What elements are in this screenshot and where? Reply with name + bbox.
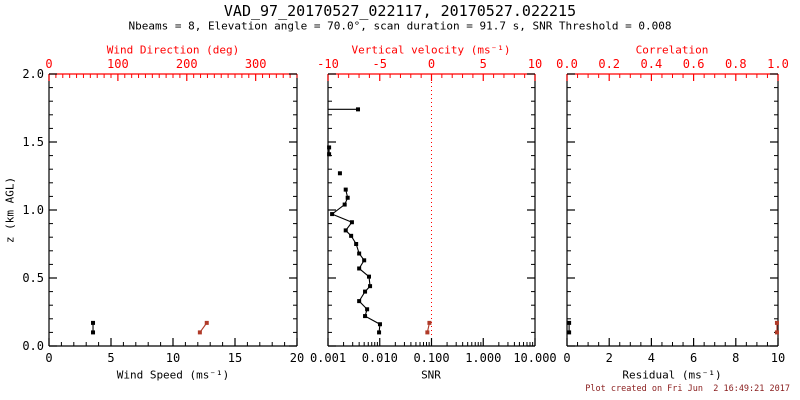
tick-label-bottom: 4 — [648, 351, 655, 365]
tick-label-top: 0.4 — [641, 57, 663, 71]
series-wind-speed — [91, 320, 96, 335]
data-point — [345, 195, 350, 200]
data-point — [377, 330, 382, 335]
panel-snr: 0.001 0.010 0.100 1.000 10.000 -10 -5 0 5 10 — [310, 57, 557, 365]
tick-label-y: 1.5 — [22, 135, 44, 149]
tick-label-bottom: 0.010 — [362, 351, 398, 365]
axis-label-wind-speed: Wind Speed (ms⁻¹) — [116, 368, 230, 382]
data-point — [343, 228, 348, 233]
tick-label-top: 300 — [245, 57, 267, 71]
tick-label-y: 2.0 — [22, 67, 44, 81]
axis-label-wind-direction: Wind Direction (deg) — [106, 43, 240, 57]
data-point — [354, 242, 359, 246]
data-point — [427, 320, 432, 325]
data-point — [567, 330, 572, 335]
tick-label-bottom: 0.100 — [413, 351, 449, 365]
tick-label-top: -5 — [373, 57, 387, 71]
tick-label-bottom: 0 — [563, 351, 570, 365]
series-wind-direction — [197, 320, 209, 335]
data-point — [204, 320, 209, 325]
data-point — [349, 233, 354, 238]
data-point — [343, 187, 348, 192]
tick-label-bottom: 10.000 — [513, 351, 556, 365]
tick-label-bottom: 0 — [45, 351, 52, 365]
data-point — [357, 251, 362, 256]
data-point — [349, 220, 354, 225]
data-point — [377, 322, 382, 327]
data-point — [91, 320, 96, 325]
data-point — [425, 330, 430, 335]
data-point — [357, 299, 362, 304]
data-point — [327, 145, 332, 150]
data-point — [567, 320, 572, 325]
tick-label-top: -10 — [317, 57, 339, 71]
panel-residual: 0 2 4 6 8 10 0.0 0.2 0.4 0.6 0.8 1.0 — [556, 57, 789, 365]
data-point — [337, 171, 342, 176]
tick-label-y: 0.5 — [22, 271, 44, 285]
axis-label-correlation: Correlation — [635, 43, 709, 57]
tick-label-bottom: 20 — [290, 351, 304, 365]
data-point — [327, 152, 332, 157]
tick-label-top: 10 — [528, 57, 542, 71]
data-point — [363, 314, 368, 319]
tick-label-bottom: 1.000 — [465, 351, 501, 365]
axis-label-height: z (km AGL) — [3, 176, 17, 244]
series-snr-isolated-point — [337, 171, 342, 176]
data-point — [197, 330, 202, 335]
tick-label-top: 100 — [107, 57, 129, 71]
plot-created-note: Plot created on Fri Jun 2 16:49:21 2017 — [585, 384, 790, 394]
tick-label-bottom: 15 — [228, 351, 242, 365]
tick-label-bottom: 0.001 — [310, 351, 346, 365]
tick-label-bottom: 8 — [732, 351, 739, 365]
page-title: VAD_97_20170527_022117, 20170527.022215 — [223, 2, 577, 20]
data-point — [363, 289, 368, 294]
tick-label-top: 0.0 — [556, 57, 578, 71]
data-point — [91, 330, 96, 335]
data-point — [365, 307, 370, 312]
axis-label-vertical-velocity: Vertical velocity (ms⁻¹) — [351, 43, 511, 57]
tick-label-top: 0 — [45, 57, 52, 71]
tick-label-top: 200 — [176, 57, 198, 71]
data-point — [356, 107, 361, 112]
data-point — [367, 274, 372, 279]
tick-label-top: 5 — [480, 57, 487, 71]
data-point — [362, 258, 367, 263]
tick-label-top: 0 — [428, 57, 435, 71]
data-point — [368, 284, 373, 289]
series-vertical-velocity — [425, 320, 432, 335]
data-point — [342, 202, 347, 207]
tick-label-bottom: 6 — [690, 351, 697, 365]
series-residual — [567, 320, 572, 335]
tick-label-bottom: 10 — [166, 351, 180, 365]
series-correlation — [774, 320, 779, 335]
data-point — [774, 330, 779, 335]
tick-label-top: 0.8 — [725, 57, 747, 71]
series-snr-point-top — [356, 107, 361, 112]
axis-label-residual: Residual (ms⁻¹) — [622, 368, 722, 382]
tick-label-top: 1.0 — [767, 57, 789, 71]
tick-label-y: 1.0 — [22, 203, 44, 217]
page-subtitle: Nbeams = 8, Elevation angle = 70.0°, sca… — [128, 19, 672, 33]
series-snr-pair — [327, 145, 332, 157]
tick-label-bottom: 5 — [107, 351, 114, 365]
axis-label-snr: SNR — [421, 368, 441, 382]
data-point — [357, 266, 362, 271]
series-snr-profile — [330, 187, 382, 335]
tick-label-top: 0.6 — [683, 57, 705, 71]
tick-label-y: 0.0 — [22, 339, 44, 353]
data-point — [330, 212, 335, 217]
tick-label-top: 0.2 — [598, 57, 620, 71]
tick-label-bottom: 10 — [771, 351, 785, 365]
data-point — [774, 320, 779, 325]
tick-label-bottom: 2 — [606, 351, 613, 365]
